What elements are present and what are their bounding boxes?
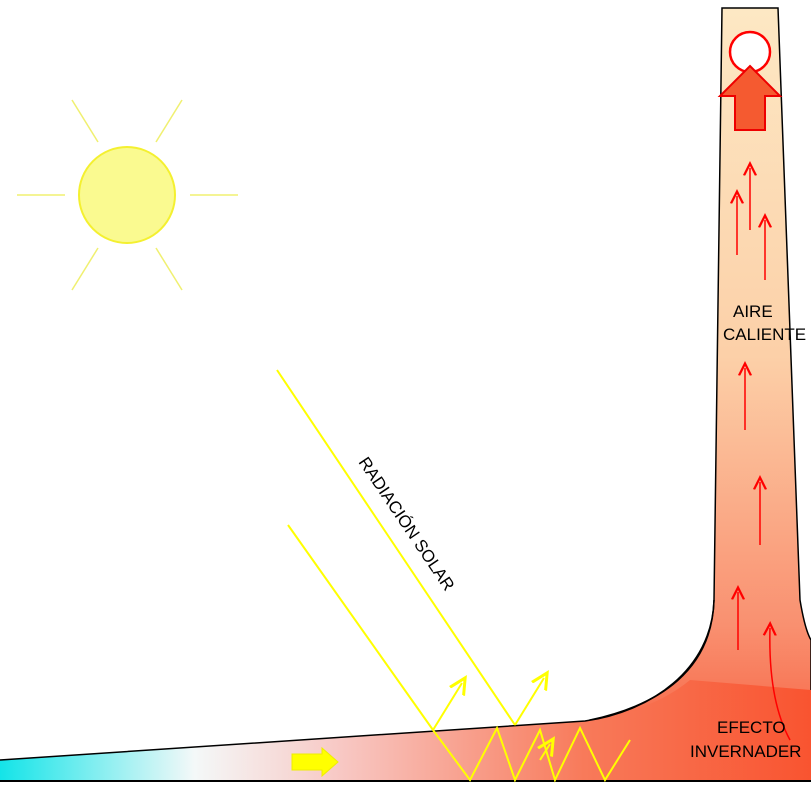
label: CALIENTE bbox=[723, 325, 806, 344]
label: AIRE bbox=[733, 302, 773, 321]
sun bbox=[17, 99, 238, 291]
label: EFECTO bbox=[717, 718, 786, 737]
ground bbox=[0, 680, 811, 780]
label: RADIACIÓN SOLAR bbox=[355, 454, 458, 595]
hot-air-arrows bbox=[737, 168, 765, 650]
tower bbox=[589, 7, 811, 781]
flow-arrow bbox=[291, 746, 339, 778]
radiation bbox=[276, 369, 631, 783]
label: INVERNADER bbox=[690, 742, 801, 761]
big-arrow bbox=[717, 64, 783, 131]
